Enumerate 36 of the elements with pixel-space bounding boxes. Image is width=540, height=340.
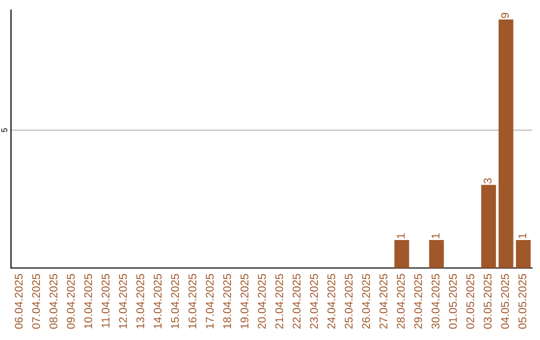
x-tick-label: 08.04.2025: [50, 274, 58, 329]
x-tick-label: 11.04.2025: [102, 274, 110, 328]
x-tick-label: 01.05.2025: [448, 274, 457, 329]
x-tick-label: 24.04.2025: [327, 274, 336, 329]
x-tick-label: 29.04.2025: [414, 274, 422, 329]
x-tick-label: 06.04.2025: [14, 274, 23, 329]
data-label: 3: [484, 178, 492, 184]
x-tick-label: 10.04.2025: [84, 274, 92, 328]
x-tick-label: 12.04.2025: [119, 274, 127, 328]
x-tick-label: 21.04.2025: [275, 274, 284, 329]
x-tick-label: 14.04.2025: [154, 274, 162, 328]
x-tick-label: 18.04.2025: [223, 274, 232, 328]
data-label: 1: [396, 233, 405, 238]
x-tick-label: 09.04.2025: [66, 274, 75, 329]
x-tick-label: 20.04.2025: [258, 274, 266, 329]
x-tick-label: 25.04.2025: [344, 274, 353, 329]
x-tick-label: 13.04.2025: [136, 274, 144, 328]
x-tick-label: 03.05.2025: [484, 274, 492, 329]
x-tick-label: 23.04.2025: [310, 274, 318, 329]
x-tick-label: 17.04.2025: [206, 274, 214, 328]
x-tick-label: 27.04.2025: [380, 274, 388, 329]
data-label: 1: [518, 233, 526, 238]
x-tick-label: 28.04.2025: [396, 274, 405, 329]
x-tick-label: 04.05.2025: [501, 274, 509, 329]
ref-line-label: 5: [1, 128, 8, 132]
x-tick-label: 16.04.2025: [188, 274, 196, 328]
x-tick-label: 15.04.2025: [171, 274, 179, 328]
x-tick-label: 02.05.2025: [466, 274, 474, 329]
x-tick-label: 22.04.2025: [292, 274, 301, 329]
x-tick-label: 26.04.2025: [362, 274, 370, 329]
x-tick-label: 30.04.2025: [432, 274, 440, 329]
x-tick-label: 19.04.2025: [240, 274, 248, 328]
data-label: 9: [501, 12, 509, 18]
x-tick-label: 05.05.2025: [518, 274, 526, 329]
data-label: 1: [432, 233, 440, 238]
x-tick-label: 07.04.2025: [32, 274, 40, 329]
